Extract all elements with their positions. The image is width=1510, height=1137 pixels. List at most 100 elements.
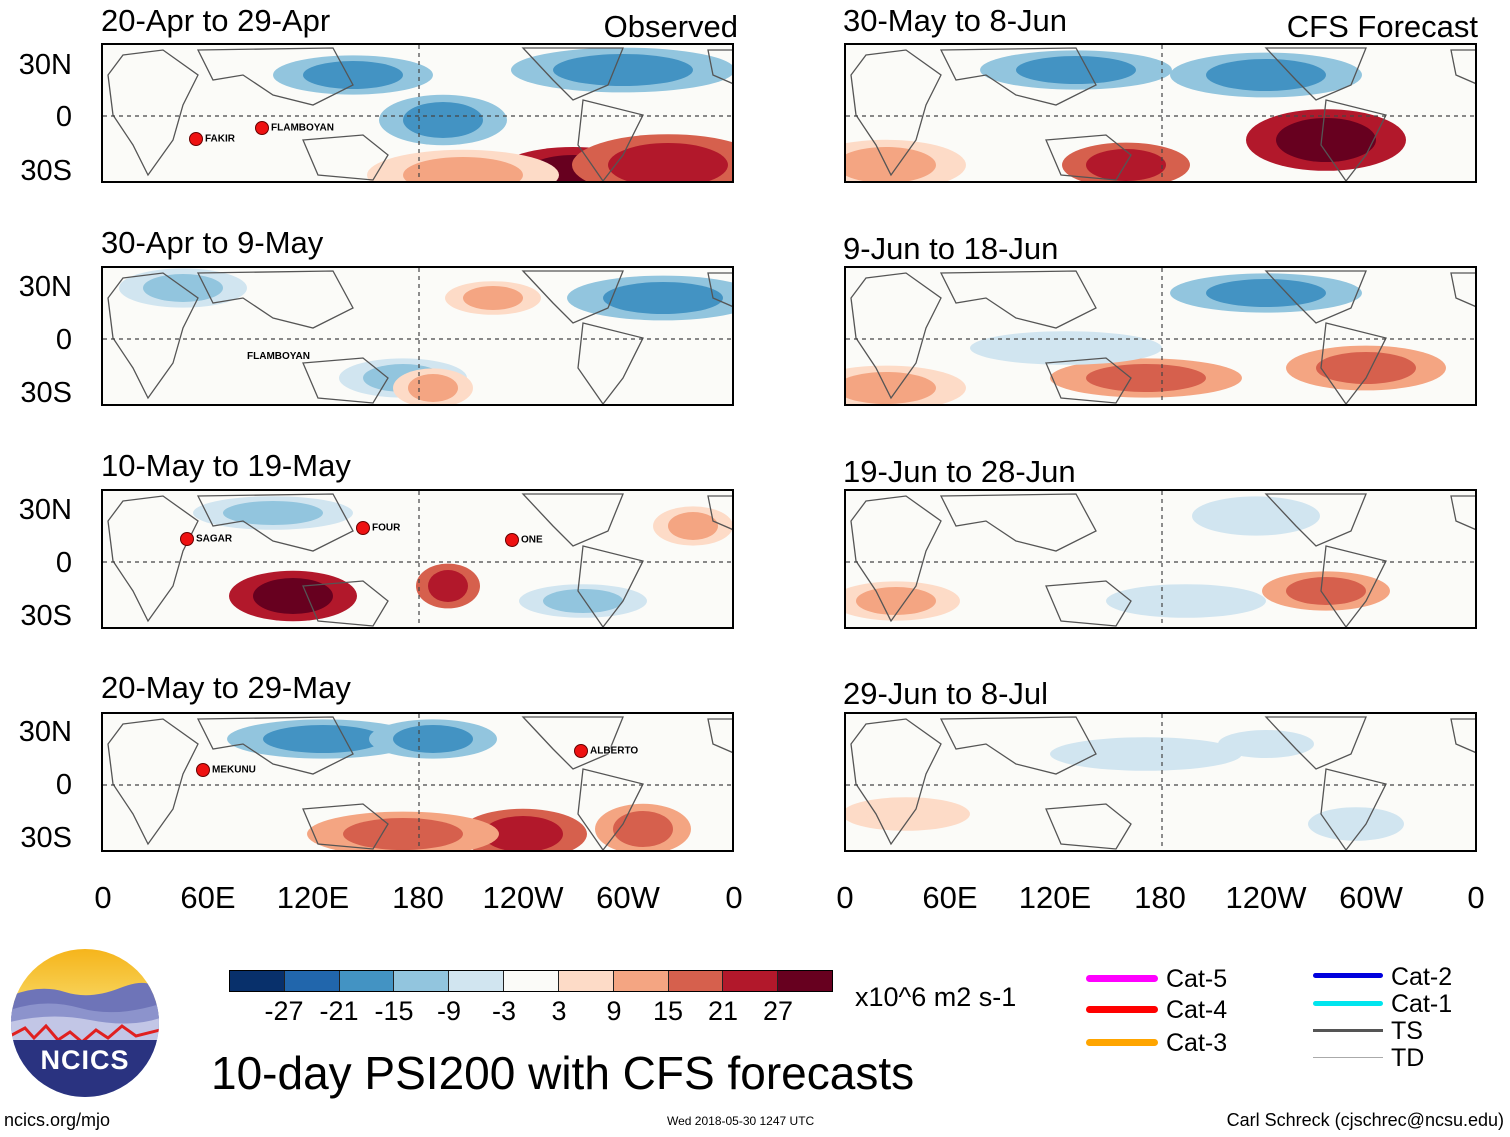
legend-line-cat1 xyxy=(1313,1001,1383,1006)
colorbar-swatch xyxy=(504,971,559,991)
anomaly-region xyxy=(856,587,936,615)
colorbar-label: 21 xyxy=(707,996,739,1026)
anomaly-region xyxy=(1086,742,1206,766)
coastline xyxy=(577,768,644,850)
coastline xyxy=(107,272,199,400)
storm-label: MEKUNU xyxy=(196,763,256,777)
hurricane-icon xyxy=(189,132,203,146)
legend-label: TS xyxy=(1391,1017,1423,1045)
anomaly-region xyxy=(303,61,403,89)
legend-line-td xyxy=(1313,1057,1383,1058)
colorbar-swatch xyxy=(558,971,614,991)
coastline xyxy=(196,716,354,775)
hurricane-icon xyxy=(196,763,210,777)
coastline xyxy=(302,803,389,850)
panel-title: 10-May to 19-May xyxy=(101,448,351,483)
coastline xyxy=(1264,47,1367,101)
map-panel xyxy=(101,712,734,852)
coastline xyxy=(107,495,199,623)
colorbar-swatch xyxy=(339,971,395,991)
coastline xyxy=(707,272,732,307)
footer-credit: Carl Schreck (cjschrec@ncsu.edu) xyxy=(1226,1110,1504,1130)
colorbar-swatch xyxy=(723,971,779,991)
main-title: 10-day PSI200 with CFS forecasts xyxy=(211,1047,915,1099)
anomaly-region xyxy=(846,147,936,181)
coastline xyxy=(1320,768,1387,850)
anomaly-region xyxy=(263,725,383,753)
anomaly-region xyxy=(1206,59,1326,91)
coastline xyxy=(850,49,942,177)
hurricane-icon xyxy=(574,744,588,758)
anomaly-region xyxy=(1316,352,1416,384)
coastline xyxy=(1045,134,1132,181)
storm-label: FOUR xyxy=(356,521,400,535)
logo-text: NCICS xyxy=(40,1045,130,1075)
anomaly-region xyxy=(1136,589,1236,613)
colorbar-label: -15 xyxy=(374,996,414,1026)
coastline xyxy=(1264,493,1367,547)
anomaly-region xyxy=(463,286,523,310)
anomaly-region xyxy=(1206,279,1326,307)
lon-label: 0 xyxy=(836,880,854,915)
ncics-logo: NCICS xyxy=(10,948,160,1098)
anomaly-region xyxy=(608,143,728,181)
coastline xyxy=(577,322,644,404)
hurricane-icon xyxy=(180,532,194,546)
coastline xyxy=(1450,49,1475,84)
coastline xyxy=(939,493,1097,552)
anomaly-region xyxy=(408,374,458,402)
lat-label: 30N xyxy=(18,49,72,81)
anomaly-region xyxy=(668,512,718,540)
colorbar-swatch xyxy=(613,971,669,991)
coastline xyxy=(521,270,624,324)
coastline xyxy=(1320,322,1387,404)
map-panel xyxy=(101,489,734,629)
coastline xyxy=(196,270,354,329)
panel-title: 30-Apr to 9-May xyxy=(101,225,324,260)
anomaly-region xyxy=(1006,336,1126,360)
colorbar-swatch xyxy=(449,971,505,991)
legend-label: Cat-5 xyxy=(1166,965,1228,993)
map-panel xyxy=(101,266,734,406)
coastline xyxy=(577,545,644,627)
panel-title: 19-Jun to 28-Jun xyxy=(843,454,1076,489)
coastline xyxy=(1045,580,1132,627)
coastline xyxy=(1450,272,1475,307)
footer-link[interactable]: ncics.org/mjo xyxy=(4,1110,111,1130)
coastline xyxy=(521,47,624,101)
colorbar-label: 15 xyxy=(652,996,684,1026)
coastline xyxy=(939,47,1097,106)
map-panel xyxy=(844,43,1477,183)
coastline xyxy=(707,49,732,84)
anomaly-region xyxy=(1016,56,1136,84)
panel-title: 20-Apr to 29-Apr xyxy=(101,3,331,38)
coastline xyxy=(1264,716,1367,770)
colorbar-swatch xyxy=(394,971,450,991)
lat-label: 0 xyxy=(55,769,72,801)
anomaly-region xyxy=(393,725,473,753)
lon-label: 60E xyxy=(180,880,236,915)
legend-label: Cat-3 xyxy=(1166,1029,1228,1057)
anomaly-region xyxy=(403,102,483,138)
anomaly-region xyxy=(613,811,673,847)
anomaly-region xyxy=(483,816,563,850)
coastline xyxy=(196,493,354,552)
anomaly-region xyxy=(1276,118,1376,162)
legend-line-ts xyxy=(1313,1029,1383,1032)
anomaly-region xyxy=(343,818,463,850)
lon-label: 0 xyxy=(1467,880,1485,915)
coastline xyxy=(107,49,199,177)
colorbar-label: -9 xyxy=(436,996,462,1026)
anomaly-region xyxy=(428,570,468,602)
storm-label: FAKIR xyxy=(189,132,235,146)
lat-label: 30N xyxy=(18,271,72,303)
panel-tag-observed: Observed xyxy=(603,9,738,44)
legend-label: Cat-1 xyxy=(1391,990,1453,1018)
lat-label: 0 xyxy=(55,101,72,133)
storm-label: FLAMBOYAN xyxy=(247,351,310,362)
colorbar-swatch xyxy=(284,971,340,991)
coastline xyxy=(707,495,732,530)
anomaly-region xyxy=(1286,577,1366,605)
anomaly-region xyxy=(1326,812,1386,836)
coastline xyxy=(1320,545,1387,627)
